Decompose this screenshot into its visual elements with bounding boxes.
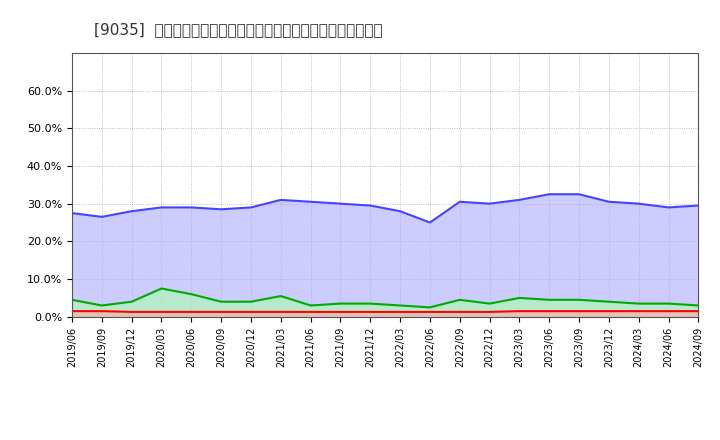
売上債権 [575, 308, 583, 314]
売上債権 [545, 308, 554, 314]
在庫 [575, 191, 583, 197]
在庫 [515, 197, 523, 202]
売上債権 [634, 308, 643, 314]
在庫 [694, 203, 703, 208]
在庫 [68, 210, 76, 216]
売上債権 [127, 309, 136, 315]
売上債権 [515, 308, 523, 314]
買入債務 [276, 293, 285, 299]
買入債務 [485, 301, 494, 306]
在庫 [665, 205, 673, 210]
買入債務 [515, 295, 523, 301]
在庫 [187, 205, 196, 210]
売上債権 [456, 309, 464, 315]
買入債務 [545, 297, 554, 302]
買入債務 [366, 301, 374, 306]
売上債権 [187, 309, 196, 315]
買入債務 [575, 297, 583, 302]
売上債権 [68, 308, 76, 314]
売上債権 [97, 308, 106, 314]
売上債権 [306, 309, 315, 315]
Line: 売上債権: 売上債権 [72, 311, 698, 312]
買入債務 [396, 303, 405, 308]
Line: 在庫: 在庫 [72, 194, 698, 223]
買入債務 [187, 292, 196, 297]
在庫 [456, 199, 464, 205]
買入債務 [306, 303, 315, 308]
買入債務 [605, 299, 613, 304]
在庫 [426, 220, 434, 225]
買入債務 [157, 286, 166, 291]
売上債権 [336, 309, 345, 315]
売上債権 [605, 308, 613, 314]
買入債務 [336, 301, 345, 306]
在庫 [247, 205, 256, 210]
在庫 [545, 191, 554, 197]
在庫 [127, 209, 136, 214]
買入債務 [456, 297, 464, 302]
売上債権 [485, 309, 494, 315]
買入債務 [694, 303, 703, 308]
買入債務 [426, 305, 434, 310]
売上債権 [247, 309, 256, 315]
買入債務 [127, 299, 136, 304]
買入債務 [247, 299, 256, 304]
売上債権 [426, 309, 434, 315]
在庫 [217, 207, 225, 212]
売上債権 [694, 308, 703, 314]
Line: 買入債務: 買入債務 [72, 289, 698, 308]
在庫 [306, 199, 315, 205]
在庫 [336, 201, 345, 206]
在庫 [485, 201, 494, 206]
売上債権 [366, 309, 374, 315]
在庫 [276, 197, 285, 202]
買入債務 [68, 297, 76, 302]
売上債権 [217, 309, 225, 315]
在庫 [396, 209, 405, 214]
買入債務 [634, 301, 643, 306]
買入債務 [665, 301, 673, 306]
買入債務 [217, 299, 225, 304]
売上債権 [276, 309, 285, 315]
売上債権 [396, 309, 405, 315]
在庫 [605, 199, 613, 205]
在庫 [97, 214, 106, 220]
在庫 [634, 201, 643, 206]
在庫 [366, 203, 374, 208]
Text: [9035]  売上債権、在庫、買入債務の総資産に対する比率の推移: [9035] 売上債権、在庫、買入債務の総資産に対する比率の推移 [94, 22, 382, 37]
在庫 [157, 205, 166, 210]
売上債権 [157, 309, 166, 315]
Legend: 売上債権, 在庫, 買入債務: 売上債権, 在庫, 買入債務 [256, 434, 515, 440]
買入債務 [97, 303, 106, 308]
売上債権 [665, 308, 673, 314]
